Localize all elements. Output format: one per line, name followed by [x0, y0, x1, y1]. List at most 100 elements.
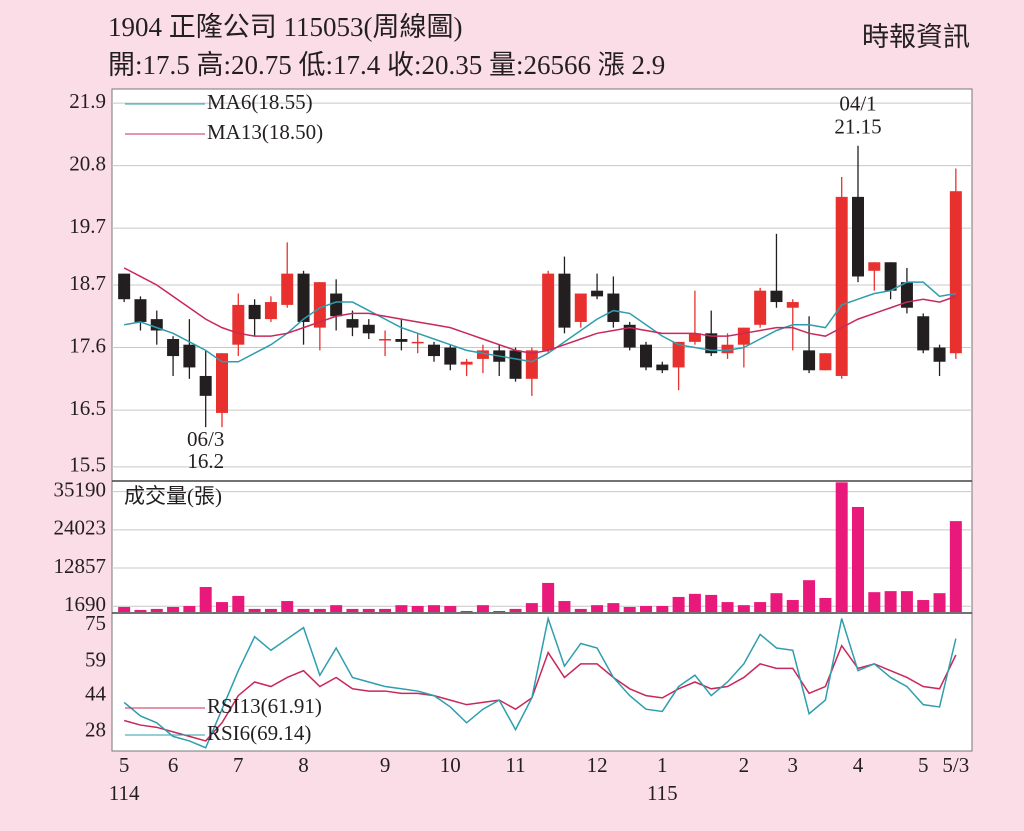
volume-bar [167, 607, 180, 612]
candle-body [852, 196, 864, 277]
candle-body [591, 290, 604, 297]
y-tick-label: 1690 [64, 592, 106, 616]
x-tick-label: 5 [918, 753, 929, 777]
candle-body [672, 341, 685, 368]
volume-bar [183, 606, 196, 612]
volume-bar [884, 591, 897, 612]
candle-body [623, 324, 636, 348]
y-tick-label: 35190 [54, 477, 107, 501]
y-tick-label: 20.8 [69, 151, 106, 175]
y-tick-label: 19.7 [69, 214, 106, 238]
x-tick-label: 9 [380, 753, 391, 777]
volume-bar [656, 606, 669, 612]
y-tick-label: 28 [85, 718, 106, 742]
candle-body [248, 304, 261, 320]
candle-body [754, 290, 767, 325]
candle-body [346, 319, 359, 328]
x-tick-label: 5/3 [942, 753, 969, 777]
volume-bar [737, 605, 750, 612]
volume-bar [150, 608, 163, 612]
candle-body [656, 364, 669, 371]
candle-body [183, 344, 196, 368]
legend-label: RSI13(61.91) [207, 694, 322, 718]
volume-bar [574, 608, 587, 612]
volume-bar [868, 592, 881, 612]
legend-label: MA13(18.50) [207, 120, 323, 144]
x-tick-label: 1 [657, 753, 668, 777]
candle-body [786, 302, 799, 308]
candle-body [313, 282, 326, 328]
volume-bar [134, 609, 147, 612]
x-tick-label: 10 [440, 753, 461, 777]
plot-area [111, 88, 973, 752]
y-tick-label: 18.7 [69, 271, 106, 295]
candle-body [705, 333, 718, 354]
volume-bar [525, 603, 538, 612]
candle-body [868, 262, 881, 271]
x-tick-label: 3 [788, 753, 799, 777]
candle-body [607, 293, 620, 322]
candle-body [721, 344, 734, 354]
volume-bar [835, 482, 848, 612]
volume-bar [118, 607, 131, 612]
candle-body [949, 191, 962, 354]
volume-bar [346, 608, 359, 612]
volume-bar [493, 610, 506, 612]
volume-bar [917, 600, 930, 612]
volume-bar [264, 608, 277, 612]
candle-body [150, 319, 163, 331]
ma-line [123, 267, 957, 354]
volume-bar [297, 608, 310, 612]
point-date: 04/1 [839, 92, 876, 116]
candle-body [884, 262, 897, 291]
candle-body [803, 350, 816, 371]
candle-body [118, 273, 131, 300]
volume-bar [672, 596, 685, 612]
volume-bar [786, 600, 799, 612]
point-value: 21.15 [834, 115, 881, 139]
volume-bar [330, 605, 343, 612]
candle-body [395, 339, 408, 342]
volume-bar [803, 580, 816, 612]
volume-bar [199, 587, 212, 612]
candle-body [362, 324, 375, 334]
volume-bar [509, 608, 522, 612]
volume-bar [770, 593, 783, 612]
candle-body [134, 299, 147, 322]
y-tick-label: 16.5 [69, 396, 106, 420]
candle-body [917, 316, 930, 351]
candle-body [297, 273, 310, 322]
volume-bar [428, 605, 440, 612]
volume-bar [852, 506, 864, 612]
candle-body [264, 302, 277, 320]
volume-bar [688, 593, 701, 612]
candle-body [428, 344, 440, 357]
volume-bar [395, 605, 408, 612]
volume-bar [607, 603, 620, 612]
rsi-line [123, 615, 957, 749]
candle-body [770, 290, 783, 303]
volume-bar [933, 593, 946, 612]
candle-body [509, 350, 522, 379]
x-tick-label: 5 [119, 753, 130, 777]
volume-bar [819, 597, 832, 612]
y-tick-label: 15.5 [69, 453, 106, 477]
y-tick-label: 44 [85, 681, 107, 705]
point-date: 06/3 [187, 427, 224, 451]
y-tick-label: 24023 [54, 516, 107, 540]
candle-body [688, 333, 701, 342]
candle-body [216, 353, 228, 413]
candle-body [411, 341, 424, 344]
candle-body [444, 347, 457, 365]
year-label: 115 [647, 781, 678, 805]
volume-bar [900, 591, 913, 612]
volume-bar [705, 594, 718, 612]
candle-body [933, 347, 946, 362]
candle-body [330, 293, 343, 317]
x-tick-label: 2 [739, 753, 750, 777]
x-tick-label: 4 [853, 753, 864, 777]
x-tick-label: 7 [233, 753, 244, 777]
candle-body [737, 327, 750, 345]
volume-bar [411, 606, 424, 612]
